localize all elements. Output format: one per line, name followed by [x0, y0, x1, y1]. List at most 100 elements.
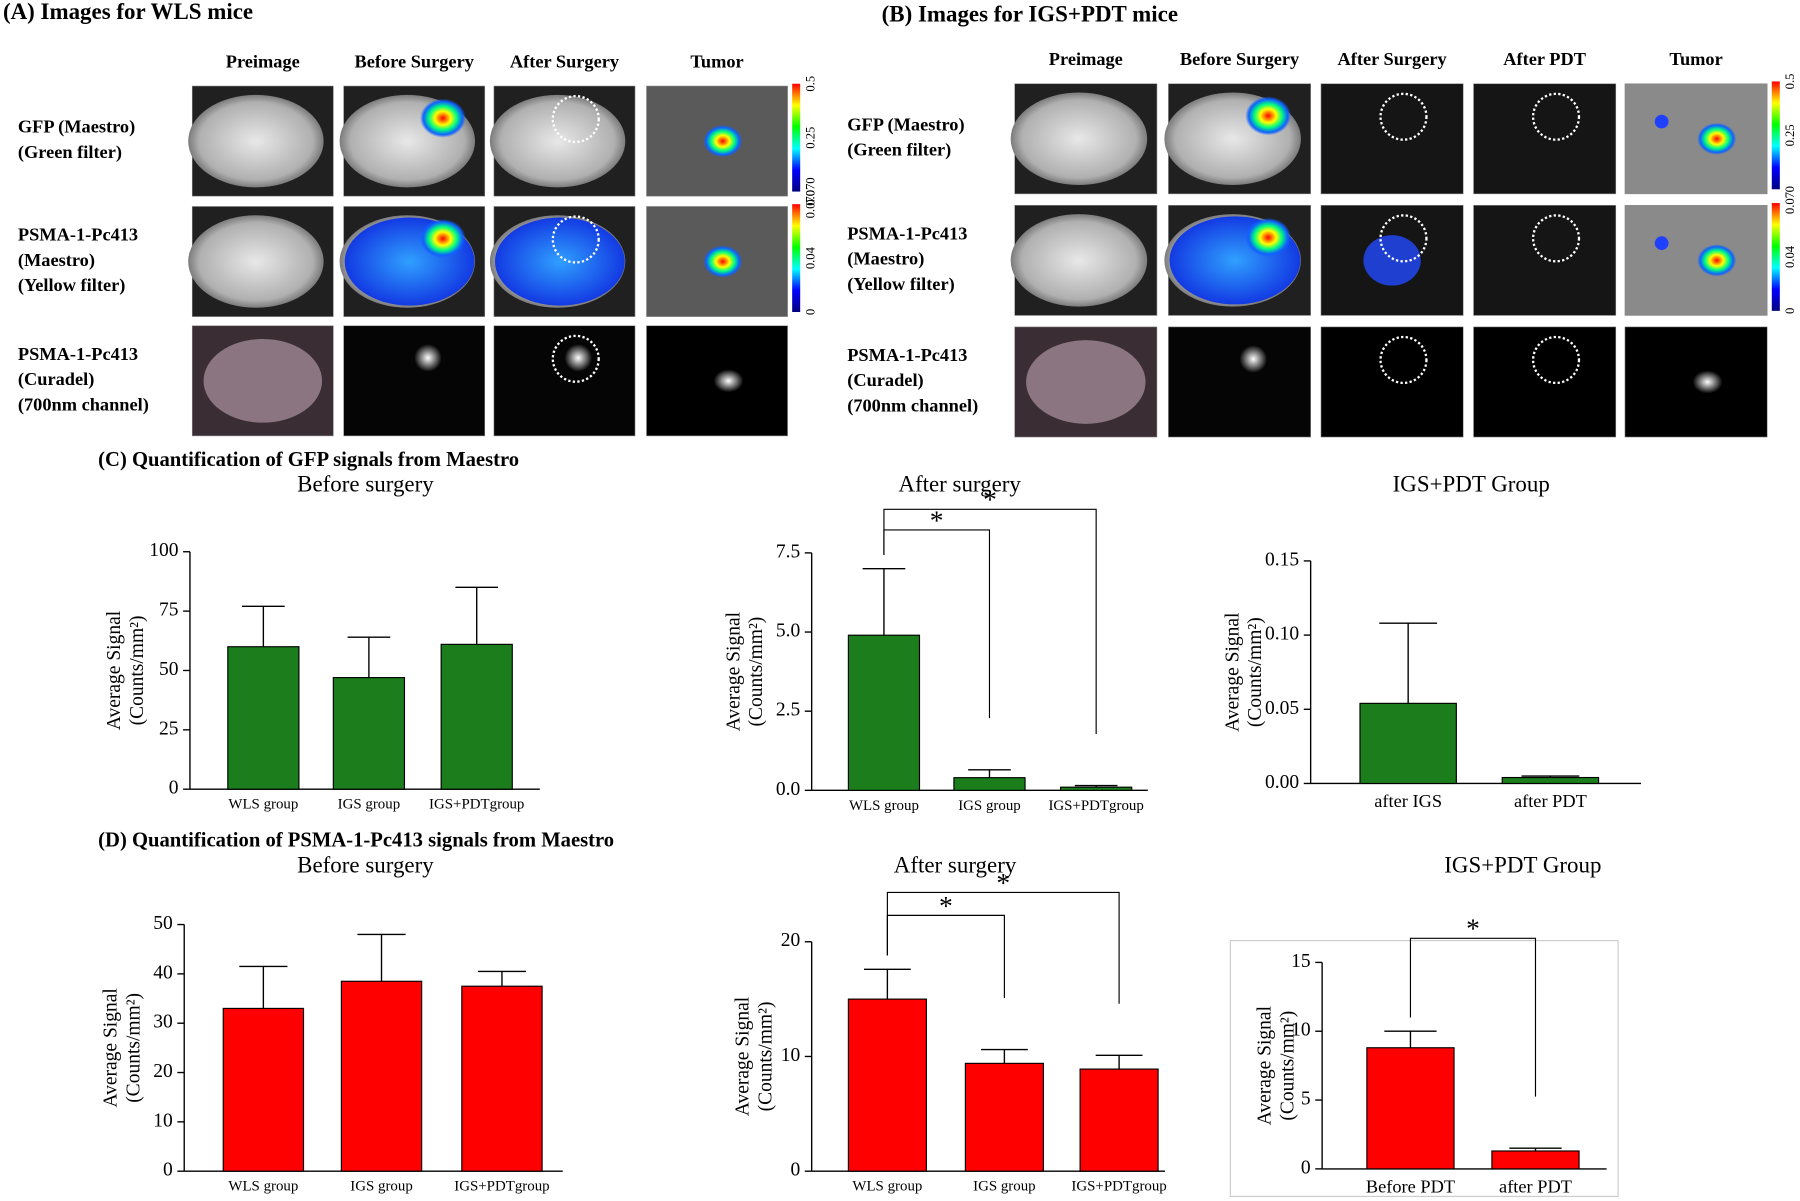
y-axis-label: Average Signal	[100, 988, 121, 1108]
row-label: PSMA-1-Pc413	[18, 344, 138, 364]
y-tick-label: 0	[163, 1160, 173, 1181]
significance-label: *	[930, 504, 944, 535]
y-tick-label: 50	[159, 659, 179, 680]
y-tick-label: 20	[153, 1061, 173, 1082]
roi-circle	[1379, 214, 1428, 263]
y-axis-label: (Counts/mm²)	[755, 1002, 776, 1112]
y-tick-label: 75	[159, 600, 179, 621]
bar	[340, 980, 423, 1172]
bar	[461, 985, 543, 1172]
y-tick-label: 0	[169, 778, 179, 799]
image	[339, 206, 486, 317]
image	[1473, 326, 1617, 438]
error-bar	[862, 568, 906, 636]
bar	[440, 643, 513, 790]
y-tick-label: 2.5	[776, 700, 800, 721]
y-axis-label: Average Signal	[1222, 612, 1243, 732]
signal	[703, 125, 743, 158]
row-label: (700nm channel)	[847, 395, 978, 416]
x-tick-label: IGS group	[350, 1179, 413, 1195]
column-header: Preimage	[226, 51, 300, 71]
bar	[222, 1007, 305, 1172]
colorbar-label: 0.5	[804, 76, 818, 92]
x-tick-label: IGS group	[973, 1179, 1036, 1195]
image	[191, 325, 334, 437]
image	[1624, 326, 1768, 438]
error-bar	[980, 1048, 1028, 1064]
error-bar	[477, 970, 527, 987]
significance-label: *	[1466, 913, 1480, 944]
x-tick-label: WLS group	[228, 797, 298, 813]
x-tick-label: after PDT	[1499, 1177, 1572, 1197]
colorbar-label: 0	[1783, 186, 1797, 192]
significance-label: *	[939, 890, 953, 921]
panel-title: (B) Images for IGS+PDT mice	[882, 1, 1178, 26]
image-frame	[1168, 326, 1311, 438]
row-label: (Yellow filter)	[847, 274, 954, 295]
significance-bracket	[883, 508, 1097, 734]
chart-title: After surgery	[894, 852, 1017, 877]
image	[489, 206, 636, 317]
y-axis-label: Average Signal	[732, 996, 753, 1116]
row-label: (Curadel)	[847, 370, 923, 391]
y-axis-label: Average Signal	[1254, 1005, 1275, 1125]
row-label: (Curadel)	[18, 369, 94, 390]
column-header: After Surgery	[510, 51, 619, 71]
roi-circle	[1531, 335, 1581, 385]
y-axis-label: Average Signal	[104, 610, 125, 730]
roi-circle	[551, 215, 600, 264]
bar	[1501, 776, 1600, 785]
image	[646, 206, 788, 317]
column-header: Tumor	[690, 51, 743, 71]
signal	[1697, 244, 1737, 277]
colorbar	[792, 204, 801, 313]
error-bar	[1379, 622, 1438, 704]
x-tick-label: Before PDT	[1366, 1177, 1455, 1197]
roi-circle	[1531, 92, 1581, 141]
significance-label: *	[996, 867, 1010, 898]
bar	[847, 634, 921, 791]
image	[1014, 326, 1158, 438]
error-bar	[242, 605, 285, 647]
roi-circle	[1531, 214, 1581, 263]
image	[1010, 205, 1158, 316]
panel-title: (A) Images for WLS mice	[3, 0, 253, 24]
x-tick-label: WLS group	[852, 1179, 922, 1195]
image	[339, 85, 486, 197]
mouse	[188, 215, 324, 308]
error-bar	[1509, 1147, 1562, 1151]
error-bar	[1521, 775, 1580, 778]
colorbar-label: 0.5	[1783, 74, 1797, 90]
y-tick-label: 40	[153, 962, 173, 983]
signal	[1363, 235, 1421, 286]
colorbar-label: 0.25	[804, 127, 818, 149]
image-frame	[1624, 83, 1768, 195]
image	[188, 85, 334, 197]
y-tick-label: 0.15	[1265, 549, 1299, 570]
y-axis-label: Average Signal	[723, 611, 744, 731]
chart-title: Before surgery	[297, 472, 434, 497]
error-bar	[968, 769, 1011, 778]
image-frame	[1473, 326, 1617, 438]
image	[1473, 205, 1617, 316]
image	[1164, 83, 1311, 195]
row-label: PSMA-1-Pc413	[18, 225, 138, 245]
chart-title: IGS+PDT Group	[1444, 852, 1601, 877]
bar	[227, 646, 300, 790]
signal	[564, 344, 593, 372]
row-label: (Yellow filter)	[18, 275, 125, 296]
mouse	[203, 338, 323, 423]
signal	[1245, 217, 1292, 257]
error-bar	[1074, 784, 1118, 788]
signal	[419, 219, 466, 259]
section-title: (C) Quantification of GFP signals from M…	[98, 449, 519, 471]
image-frame	[1473, 205, 1617, 316]
colorbar-label: 0.04	[1783, 245, 1797, 268]
y-tick-label: 0.0	[776, 779, 800, 800]
y-tick-label: 5.0	[776, 621, 800, 642]
signal	[1245, 96, 1292, 136]
image-frame	[343, 325, 486, 437]
row-label: GFP (Maestro)	[18, 117, 135, 138]
signal	[1654, 114, 1669, 129]
